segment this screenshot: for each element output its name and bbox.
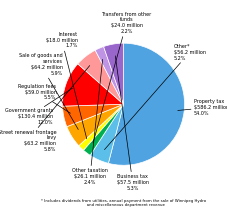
Wedge shape [79, 104, 123, 150]
Text: Regulation fees
$59.0 million
5.5%: Regulation fees $59.0 million 5.5% [18, 84, 70, 113]
Text: Interest
$18.0 million
1.7%: Interest $18.0 million 1.7% [46, 32, 87, 139]
Text: Government grants
$130.4 million
12.0%: Government grants $130.4 million 12.0% [5, 88, 72, 125]
Wedge shape [84, 104, 123, 155]
Wedge shape [62, 64, 123, 106]
Text: Transfers from other
funds
$24.0 million
2.2%: Transfers from other funds $24.0 million… [93, 12, 152, 143]
Wedge shape [78, 50, 123, 104]
Text: * Includes dividends from utilities, annual payment from the sale of Winnipeg Hy: * Includes dividends from utilities, ann… [41, 199, 206, 207]
Wedge shape [104, 43, 123, 104]
Wedge shape [90, 104, 123, 163]
Wedge shape [95, 47, 123, 104]
Text: Other*
$56.2 million
5.2%: Other* $56.2 million 5.2% [104, 44, 206, 150]
Wedge shape [67, 104, 123, 146]
Wedge shape [108, 43, 185, 165]
Text: Property tax
$586.2 million
54.0%: Property tax $586.2 million 54.0% [178, 99, 227, 116]
Text: Sale of goods and
services
$64.2 million
5.9%: Sale of goods and services $64.2 million… [19, 53, 78, 129]
Text: Business tax
$57.5 million
5.3%: Business tax $57.5 million 5.3% [115, 56, 149, 191]
Wedge shape [63, 104, 123, 127]
Text: Other taxation
$26.1 million
2.4%: Other taxation $26.1 million 2.4% [72, 59, 108, 185]
Text: Street renewal frontage
levy
$63.2 million
5.8%: Street renewal frontage levy $63.2 milli… [0, 65, 90, 152]
